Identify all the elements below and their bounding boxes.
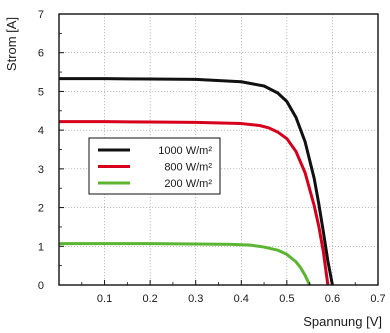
y-tick-label: 5 (38, 86, 44, 98)
x-tick-label: 0.1 (97, 293, 112, 305)
y-axis-title: Strom [A] (4, 17, 19, 71)
y-tick-label: 6 (38, 48, 44, 60)
legend-label: 800 W/m² (164, 162, 212, 174)
y-tick-label: 1 (38, 241, 44, 253)
y-tick-label: 7 (38, 9, 44, 21)
y-tick-label: 0 (38, 280, 44, 292)
legend: 1000 W/m² 800 W/m² 200 W/m² (88, 137, 221, 195)
legend-label: 200 W/m² (164, 178, 212, 190)
x-tick-label: 0.5 (279, 293, 294, 305)
x-tick-label: 0.2 (142, 293, 157, 305)
series-line (59, 77, 334, 286)
series-line (59, 120, 330, 286)
x-tick-label: 0.3 (188, 293, 203, 305)
legend-label: 1000 W/m² (158, 145, 212, 157)
y-tick-label: 2 (38, 203, 44, 215)
x-tick-label: 0.4 (234, 293, 249, 305)
series-lines (59, 77, 334, 286)
x-tick-label: 0.7 (370, 293, 385, 305)
y-tick-label: 3 (38, 164, 44, 176)
x-tick-label: 0.6 (325, 293, 340, 305)
y-tick-label: 4 (38, 125, 44, 137)
axis-ticks: 0.1 0.2 0.3 0.4 0.5 0.6 0.7 0 1 2 3 4 5 6 7 (38, 9, 386, 305)
x-axis-title: Spannung [V] (303, 314, 382, 329)
series-line (59, 242, 311, 286)
